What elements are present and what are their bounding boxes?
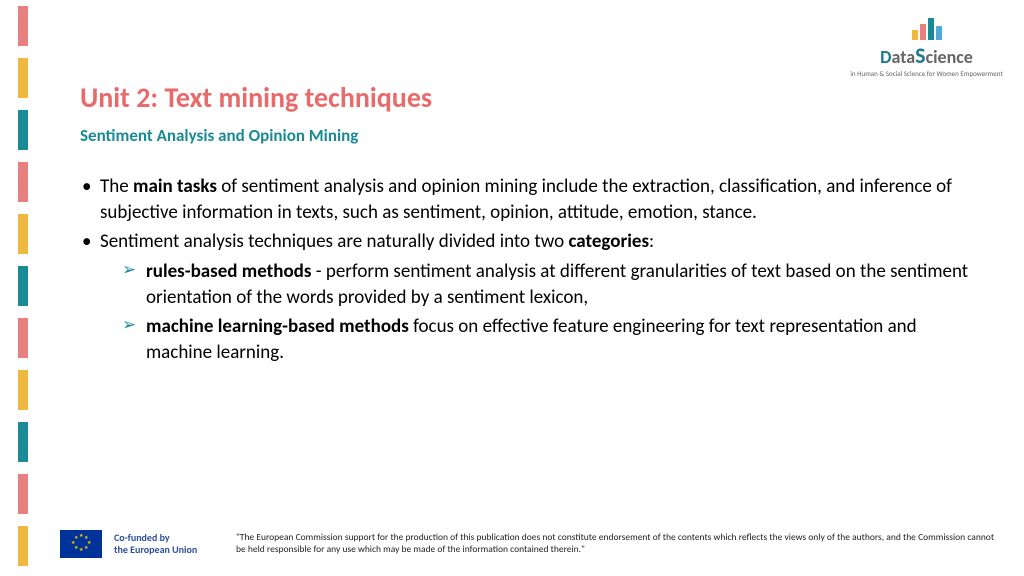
sub-bullet-item: rules-based methods - perform sentiment … xyxy=(122,259,984,310)
logo-bars-icon xyxy=(849,18,1004,40)
stripe xyxy=(18,6,28,46)
slide-title: Unit 2: Text mining techniques xyxy=(80,80,984,115)
stripe xyxy=(18,58,28,98)
slide-content: Unit 2: Text mining techniques Sentiment… xyxy=(80,80,984,369)
stripe xyxy=(18,162,28,202)
bullet-list: The main tasks of sentiment analysis and… xyxy=(80,174,984,365)
stripe xyxy=(18,110,28,150)
brand-logo: DataScience in Human & Social Science fo… xyxy=(849,18,1004,78)
logo-tagline: in Human & Social Science for Women Empo… xyxy=(849,69,1004,78)
cofunded-label: Co-funded by the European Union xyxy=(114,532,224,556)
logo-text: DataScience xyxy=(849,42,1004,69)
stripe xyxy=(18,422,28,462)
sub-bullet-item: machine learning-based methods focus on … xyxy=(122,314,984,365)
stripe xyxy=(18,474,28,514)
sub-bullet-list: rules-based methods - perform sentiment … xyxy=(100,259,984,366)
stripe xyxy=(18,370,28,410)
stripe xyxy=(18,526,28,566)
stripe xyxy=(18,266,28,306)
slide-subtitle: Sentiment Analysis and Opinion Mining xyxy=(80,125,984,146)
bullet-item: The main tasks of sentiment analysis and… xyxy=(80,174,984,225)
stripe xyxy=(18,214,28,254)
bullet-item: Sentiment analysis techniques are natura… xyxy=(80,229,984,365)
left-decoration-stripes xyxy=(18,0,28,576)
slide-footer: ★ ★ ★ ★ ★ ★ ★ ★ Co-funded by the Europea… xyxy=(60,530,994,558)
disclaimer-text: "The European Commission support for the… xyxy=(236,532,994,556)
eu-flag-icon: ★ ★ ★ ★ ★ ★ ★ ★ xyxy=(60,530,102,558)
stripe xyxy=(18,318,28,358)
